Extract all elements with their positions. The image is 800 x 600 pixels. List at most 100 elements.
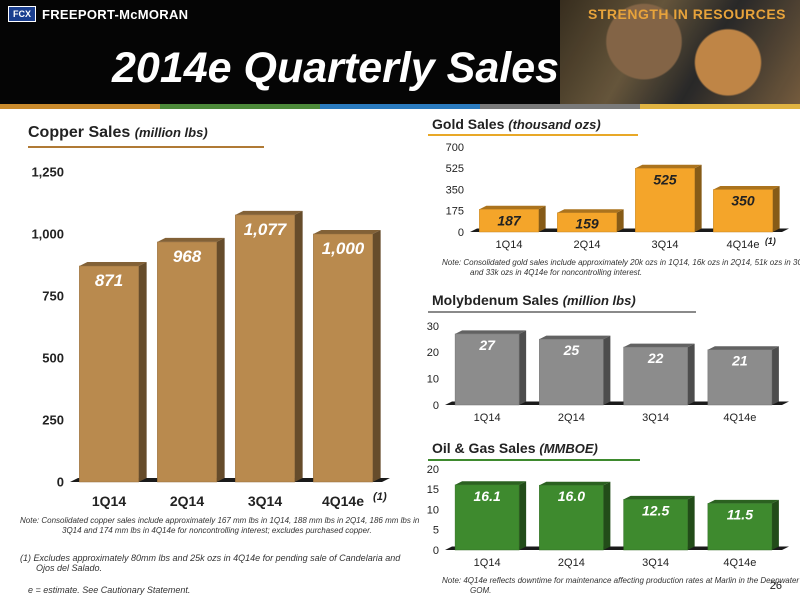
y-tick-label: 20 xyxy=(427,347,439,359)
y-tick-label: 30 xyxy=(427,321,439,333)
x-tick-label: 1Q14 xyxy=(474,412,501,424)
x-tick-label: 4Q14e xyxy=(723,557,756,569)
bar-top xyxy=(557,209,624,213)
y-tick-label: 0 xyxy=(433,545,439,557)
bar xyxy=(539,338,604,406)
bar-side xyxy=(694,164,702,232)
data-label: 968 xyxy=(173,247,202,266)
chart-floor xyxy=(445,546,789,550)
data-label: 27 xyxy=(478,337,496,353)
gold-note: Note: Consolidated gold sales include ap… xyxy=(442,258,800,277)
data-label: 25 xyxy=(563,342,580,358)
oilgas-unit: (MMBOE) xyxy=(539,441,598,456)
oilgas-section-title: Oil & Gas Sales (MMBOE) xyxy=(432,440,598,456)
stripe-segment xyxy=(0,104,160,109)
bar-side xyxy=(519,330,527,405)
chart-floor xyxy=(470,228,789,232)
bar-side xyxy=(687,495,695,550)
moly-unit: (million lbs) xyxy=(562,293,636,308)
y-tick-label: 1,000 xyxy=(31,227,64,242)
copper-section-title: Copper Sales (million lbs) xyxy=(28,124,208,142)
y-tick-label: 10 xyxy=(427,504,439,516)
x-tick-label: 1Q14 xyxy=(92,493,126,509)
banner-photo xyxy=(560,0,800,104)
copper-title: Copper Sales xyxy=(28,124,131,141)
x-tick-label: 3Q14 xyxy=(642,412,669,424)
chart-floor xyxy=(445,401,789,405)
moly-title: Molybdenum Sales xyxy=(432,292,559,308)
y-tick-label: 700 xyxy=(446,142,464,154)
bar-side xyxy=(216,237,225,482)
bar xyxy=(454,484,520,551)
y-tick-label: 525 xyxy=(446,163,464,175)
data-label: 525 xyxy=(653,171,677,187)
estimate-note: e = estimate. See Cautionary Statement. xyxy=(28,585,191,595)
tagline: STRENGTH IN RESOURCES xyxy=(588,6,786,22)
y-tick-label: 15 xyxy=(427,484,439,496)
gold-title: Gold Sales xyxy=(432,116,505,132)
stripe-segment xyxy=(640,104,800,109)
logo-mark: FCX xyxy=(8,6,36,22)
page-number: 26 xyxy=(769,580,782,592)
copper-sales-chart: 0 250 500 750 1,000 1,250 871 1Q14 968 2Q14 1,077 3… xyxy=(31,165,390,509)
bar-side xyxy=(519,481,527,550)
x-tick-label: 4Q14e xyxy=(723,412,756,424)
data-label: 187 xyxy=(497,212,522,228)
moly-section-title: Molybdenum Sales (million lbs) xyxy=(432,292,636,308)
data-label: 12.5 xyxy=(642,502,669,518)
data-label: 1,077 xyxy=(244,220,288,239)
chart-floor xyxy=(70,478,390,482)
footnote-marker: (1) xyxy=(373,491,387,503)
bar-top xyxy=(713,186,780,190)
oilgas-note: Note: 4Q14e reflects downtime for mainte… xyxy=(442,576,800,595)
bar xyxy=(623,499,688,551)
bar-top xyxy=(539,335,611,340)
copper-title-underline xyxy=(28,146,264,148)
x-tick-label: 3Q14 xyxy=(652,239,679,251)
bar-top xyxy=(479,205,546,210)
stripe-segment xyxy=(480,104,640,109)
oilgas-sales-chart: 0 5 10 15 20 16.1 1Q14 16.0 2Q14 12.5 3Q14 11.5 4Q14… xyxy=(427,464,789,569)
bar xyxy=(539,484,604,551)
bar-top xyxy=(235,210,303,215)
bar xyxy=(707,349,773,406)
x-tick-label: 3Q14 xyxy=(642,557,669,569)
y-tick-label: 1,250 xyxy=(31,165,64,180)
data-label: 159 xyxy=(575,216,599,232)
bar-side xyxy=(138,261,147,482)
x-tick-label: 4Q14e xyxy=(726,239,759,251)
data-label: 21 xyxy=(731,353,748,369)
y-tick-label: 10 xyxy=(427,374,439,386)
data-label: 11.5 xyxy=(727,506,753,522)
bar xyxy=(479,209,539,233)
y-tick-label: 20 xyxy=(427,464,439,476)
moly-title-underline xyxy=(428,311,696,313)
y-tick-label: 0 xyxy=(433,400,439,412)
bar-side xyxy=(771,346,779,405)
x-tick-label: 4Q14e xyxy=(322,493,364,509)
x-tick-label: 2Q14 xyxy=(558,412,585,424)
bar-top xyxy=(455,481,527,485)
company-logo: FCX FREEPORT-McMORAN xyxy=(8,6,188,22)
y-tick-label: 750 xyxy=(42,289,64,304)
bar-top xyxy=(455,330,527,334)
y-tick-label: 5 xyxy=(433,525,439,537)
bar-side xyxy=(603,335,611,405)
bar xyxy=(454,333,520,406)
bar-side xyxy=(603,481,611,550)
y-tick-label: 500 xyxy=(42,351,64,366)
y-tick-label: 0 xyxy=(458,227,464,239)
footnote-marker: (1) xyxy=(765,236,776,246)
gold-title-underline xyxy=(428,134,638,136)
bar-side xyxy=(687,343,695,405)
bar xyxy=(79,265,139,483)
oilgas-title-underline xyxy=(428,459,640,461)
bar-top xyxy=(707,346,779,350)
header-banner: FCX FREEPORT-McMORAN STRENGTH IN RESOURC… xyxy=(0,0,800,104)
bar-top xyxy=(539,481,611,486)
copper-note: Note: Consolidated copper sales include … xyxy=(20,516,420,535)
bar xyxy=(707,503,773,551)
data-label: 350 xyxy=(731,193,755,209)
bar-side xyxy=(294,210,303,482)
bar-side xyxy=(538,205,546,232)
